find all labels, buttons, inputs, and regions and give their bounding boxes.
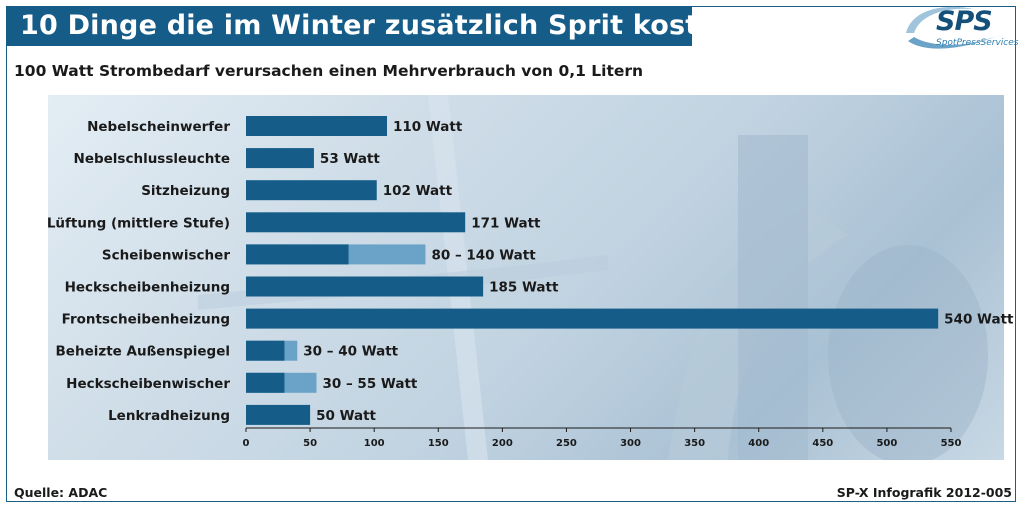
chart-subtitle: 100 Watt Strombedarf verursachen einen M… bbox=[14, 62, 644, 80]
data-label: 540 Watt bbox=[944, 312, 1014, 328]
x-tick-label: 250 bbox=[556, 438, 577, 449]
category-label: Lüftung (mittlere Stufe) bbox=[47, 215, 230, 231]
category-label: Scheibenwischer bbox=[102, 247, 230, 263]
x-tick-label: 50 bbox=[303, 438, 317, 449]
logo-wordmark: SPS bbox=[936, 6, 993, 37]
bar bbox=[246, 276, 484, 297]
bar bbox=[246, 244, 349, 265]
category-label: Nebelscheinwerfer bbox=[87, 119, 230, 135]
data-label: 53 Watt bbox=[320, 151, 380, 167]
x-tick-label: 0 bbox=[243, 438, 250, 449]
x-tick-label: 550 bbox=[941, 438, 962, 449]
x-tick-label: 450 bbox=[812, 438, 833, 449]
credit-note: SP-X Infografik 2012-005 bbox=[836, 485, 1012, 500]
data-label: 185 Watt bbox=[489, 280, 559, 296]
category-label: Heckscheibenheizung bbox=[65, 280, 230, 296]
bar bbox=[246, 372, 285, 393]
data-label: 102 Watt bbox=[383, 183, 453, 199]
category-label: Heckscheibenwischer bbox=[66, 376, 230, 392]
bar bbox=[246, 404, 311, 425]
x-tick-label: 300 bbox=[620, 438, 641, 449]
data-label: 30 – 55 Watt bbox=[323, 376, 418, 392]
sps-logo-icon bbox=[906, 6, 1004, 49]
bar bbox=[246, 116, 387, 136]
data-label: 80 – 140 Watt bbox=[431, 247, 536, 263]
data-label: 30 – 40 Watt bbox=[303, 344, 398, 360]
title-bar: 10 Dinge die im Winter zusätzlich Sprit … bbox=[6, 6, 736, 46]
category-label: Nebelschlussleuchte bbox=[74, 151, 230, 167]
category-label: Beheizte Außenspiegel bbox=[56, 344, 230, 360]
x-tick-label: 100 bbox=[364, 438, 385, 449]
bar bbox=[246, 340, 285, 361]
bar bbox=[246, 212, 466, 233]
data-label: 50 Watt bbox=[316, 408, 376, 424]
bar bbox=[246, 148, 314, 169]
category-label: Sitzheizung bbox=[141, 183, 230, 199]
x-tick-label: 150 bbox=[428, 438, 449, 449]
x-tick-label: 400 bbox=[748, 438, 769, 449]
data-label: 110 Watt bbox=[393, 119, 463, 135]
x-tick-label: 500 bbox=[876, 438, 897, 449]
data-label: 171 Watt bbox=[471, 215, 541, 231]
x-tick-label: 350 bbox=[684, 438, 705, 449]
category-label: Lenkradheizung bbox=[108, 408, 230, 424]
x-tick-label: 200 bbox=[492, 438, 513, 449]
logo-tagline: SpotPressServices bbox=[936, 38, 1019, 48]
page-title: 10 Dinge die im Winter zusätzlich Sprit … bbox=[20, 10, 737, 41]
category-label: Frontscheibenheizung bbox=[62, 312, 230, 328]
source-note: Quelle: ADAC bbox=[14, 485, 108, 500]
bar bbox=[246, 308, 939, 329]
bar bbox=[246, 180, 377, 201]
